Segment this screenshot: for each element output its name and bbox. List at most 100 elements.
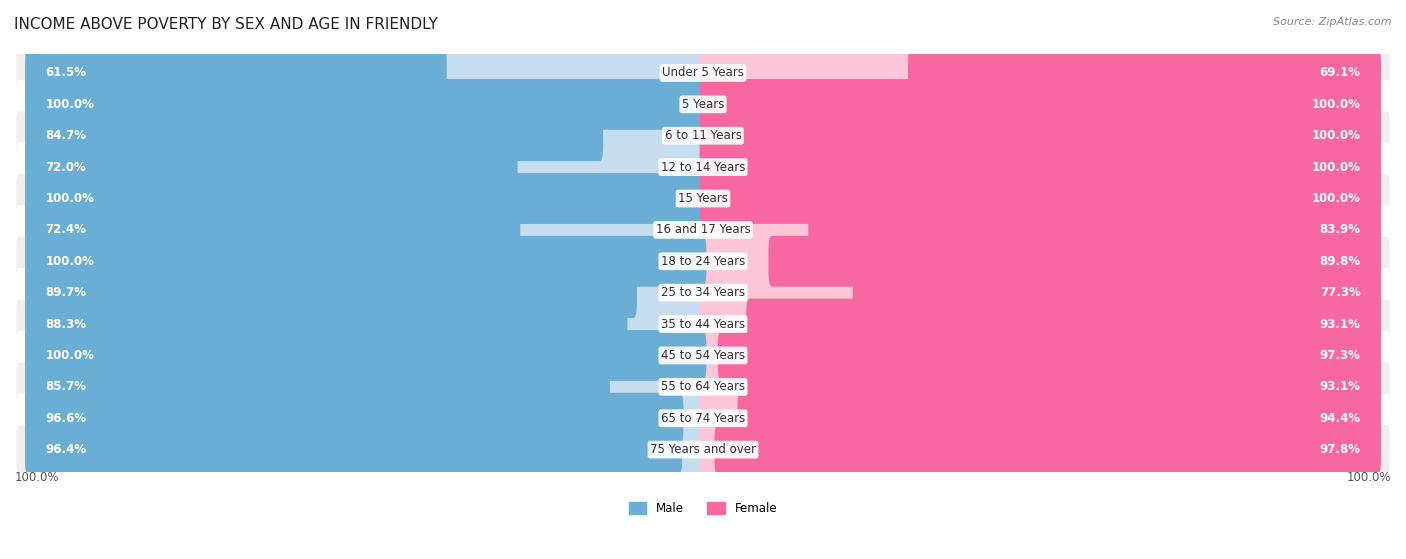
FancyBboxPatch shape <box>25 48 447 98</box>
Text: 100.0%: 100.0% <box>45 349 94 362</box>
Text: 72.4%: 72.4% <box>45 224 86 236</box>
Text: 89.7%: 89.7% <box>45 286 86 299</box>
FancyBboxPatch shape <box>700 205 1381 255</box>
FancyBboxPatch shape <box>25 110 706 161</box>
Text: 97.3%: 97.3% <box>1320 349 1361 362</box>
FancyBboxPatch shape <box>25 330 706 381</box>
Text: 25 to 34 Years: 25 to 34 Years <box>661 286 745 299</box>
FancyBboxPatch shape <box>700 330 1381 381</box>
Text: 65 to 74 Years: 65 to 74 Years <box>661 412 745 425</box>
FancyBboxPatch shape <box>700 424 1381 475</box>
Text: 18 to 24 Years: 18 to 24 Years <box>661 255 745 268</box>
Text: 72.0%: 72.0% <box>45 160 86 174</box>
FancyBboxPatch shape <box>25 299 627 349</box>
Text: INCOME ABOVE POVERTY BY SEX AND AGE IN FRIENDLY: INCOME ABOVE POVERTY BY SEX AND AGE IN F… <box>14 17 437 32</box>
FancyBboxPatch shape <box>17 300 1389 349</box>
Legend: Male, Female: Male, Female <box>624 498 782 520</box>
Text: 5 Years: 5 Years <box>682 98 724 111</box>
FancyBboxPatch shape <box>25 393 706 444</box>
FancyBboxPatch shape <box>700 110 1381 161</box>
FancyBboxPatch shape <box>700 141 1381 192</box>
Text: 12 to 14 Years: 12 to 14 Years <box>661 160 745 174</box>
FancyBboxPatch shape <box>17 205 1389 254</box>
Text: 100.0%: 100.0% <box>1312 129 1361 142</box>
Text: 69.1%: 69.1% <box>1320 67 1361 79</box>
FancyBboxPatch shape <box>17 111 1389 160</box>
Text: 100.0%: 100.0% <box>1312 98 1361 111</box>
FancyBboxPatch shape <box>700 110 1381 161</box>
FancyBboxPatch shape <box>908 48 1381 98</box>
Text: 84.7%: 84.7% <box>45 129 86 142</box>
Text: 93.1%: 93.1% <box>1320 380 1361 394</box>
Text: 45 to 54 Years: 45 to 54 Years <box>661 349 745 362</box>
Text: 100.0%: 100.0% <box>45 192 94 205</box>
Text: 100.0%: 100.0% <box>1312 192 1361 205</box>
Text: 88.3%: 88.3% <box>45 318 86 330</box>
FancyBboxPatch shape <box>700 299 1381 349</box>
FancyBboxPatch shape <box>17 268 1389 317</box>
FancyBboxPatch shape <box>769 236 1381 287</box>
Text: Under 5 Years: Under 5 Years <box>662 67 744 79</box>
FancyBboxPatch shape <box>700 79 1381 130</box>
FancyBboxPatch shape <box>17 362 1389 411</box>
FancyBboxPatch shape <box>25 48 706 98</box>
FancyBboxPatch shape <box>25 79 706 130</box>
FancyBboxPatch shape <box>25 236 706 287</box>
Text: 100.0%: 100.0% <box>45 98 94 111</box>
Text: Source: ZipAtlas.com: Source: ZipAtlas.com <box>1274 17 1392 27</box>
FancyBboxPatch shape <box>700 236 1381 287</box>
Text: 55 to 64 Years: 55 to 64 Years <box>661 380 745 394</box>
Text: 97.8%: 97.8% <box>1320 443 1361 456</box>
FancyBboxPatch shape <box>808 205 1381 255</box>
Text: 61.5%: 61.5% <box>45 67 86 79</box>
FancyBboxPatch shape <box>700 141 1381 192</box>
FancyBboxPatch shape <box>25 424 682 475</box>
FancyBboxPatch shape <box>25 330 706 381</box>
FancyBboxPatch shape <box>737 393 1381 444</box>
FancyBboxPatch shape <box>25 205 706 255</box>
FancyBboxPatch shape <box>718 330 1381 381</box>
FancyBboxPatch shape <box>25 173 706 224</box>
FancyBboxPatch shape <box>25 393 683 444</box>
Text: 83.9%: 83.9% <box>1320 224 1361 236</box>
FancyBboxPatch shape <box>25 79 706 130</box>
FancyBboxPatch shape <box>747 299 1381 349</box>
FancyBboxPatch shape <box>17 394 1389 443</box>
FancyBboxPatch shape <box>17 143 1389 192</box>
FancyBboxPatch shape <box>700 173 1381 224</box>
FancyBboxPatch shape <box>25 299 706 349</box>
Text: 77.3%: 77.3% <box>1320 286 1361 299</box>
Text: 93.1%: 93.1% <box>1320 318 1361 330</box>
FancyBboxPatch shape <box>714 424 1381 475</box>
Text: 85.7%: 85.7% <box>45 380 86 394</box>
Text: 16 and 17 Years: 16 and 17 Years <box>655 224 751 236</box>
FancyBboxPatch shape <box>700 393 1381 444</box>
Text: 89.8%: 89.8% <box>1319 255 1361 268</box>
FancyBboxPatch shape <box>700 267 1381 318</box>
FancyBboxPatch shape <box>17 174 1389 223</box>
Text: 96.4%: 96.4% <box>45 443 87 456</box>
FancyBboxPatch shape <box>700 79 1381 130</box>
Text: 6 to 11 Years: 6 to 11 Years <box>665 129 741 142</box>
FancyBboxPatch shape <box>25 236 706 287</box>
FancyBboxPatch shape <box>17 80 1389 129</box>
FancyBboxPatch shape <box>700 48 1381 98</box>
Text: 94.4%: 94.4% <box>1319 412 1361 425</box>
Text: 35 to 44 Years: 35 to 44 Years <box>661 318 745 330</box>
FancyBboxPatch shape <box>17 331 1389 380</box>
FancyBboxPatch shape <box>17 237 1389 286</box>
FancyBboxPatch shape <box>25 173 706 224</box>
Text: 96.6%: 96.6% <box>45 412 87 425</box>
FancyBboxPatch shape <box>17 425 1389 474</box>
FancyBboxPatch shape <box>25 141 706 192</box>
FancyBboxPatch shape <box>25 267 637 318</box>
Text: 100.0%: 100.0% <box>15 471 59 484</box>
FancyBboxPatch shape <box>747 362 1381 413</box>
Text: 100.0%: 100.0% <box>1312 160 1361 174</box>
FancyBboxPatch shape <box>853 267 1381 318</box>
FancyBboxPatch shape <box>25 110 603 161</box>
Text: 100.0%: 100.0% <box>1347 471 1391 484</box>
FancyBboxPatch shape <box>700 362 1381 413</box>
FancyBboxPatch shape <box>17 49 1389 97</box>
FancyBboxPatch shape <box>700 173 1381 224</box>
